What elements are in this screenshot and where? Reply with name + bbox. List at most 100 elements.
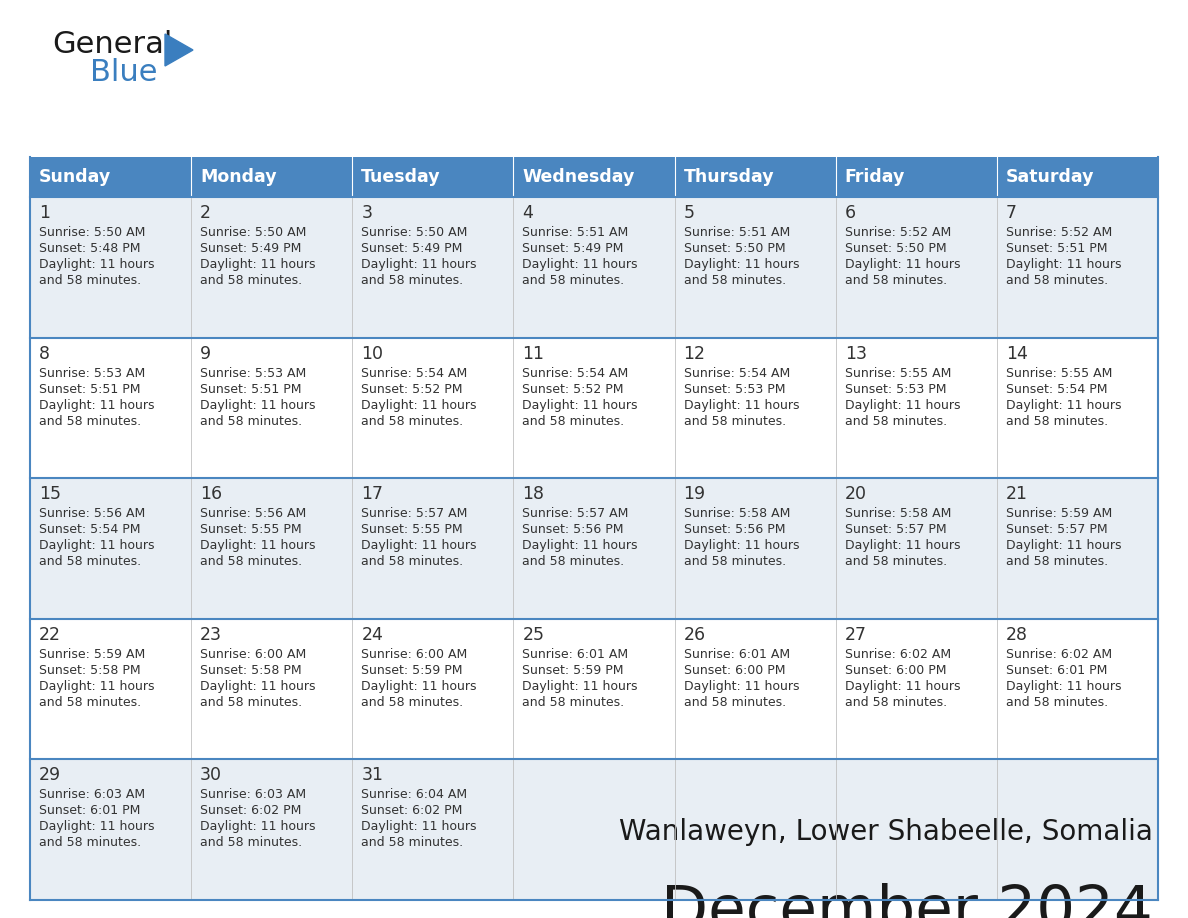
Text: Sunrise: 6:01 AM: Sunrise: 6:01 AM (523, 648, 628, 661)
Text: Daylight: 11 hours: Daylight: 11 hours (683, 680, 800, 693)
Text: Sunset: 5:57 PM: Sunset: 5:57 PM (845, 523, 947, 536)
Text: Sunset: 5:55 PM: Sunset: 5:55 PM (200, 523, 302, 536)
Text: Sunrise: 5:51 AM: Sunrise: 5:51 AM (683, 226, 790, 239)
Text: and 58 minutes.: and 58 minutes. (683, 696, 785, 709)
Polygon shape (165, 34, 192, 66)
Bar (353, 157, 513, 197)
Text: Daylight: 11 hours: Daylight: 11 hours (1006, 680, 1121, 693)
Text: Sunset: 5:55 PM: Sunset: 5:55 PM (361, 523, 463, 536)
Text: and 58 minutes.: and 58 minutes. (845, 415, 947, 428)
Text: Sunrise: 5:59 AM: Sunrise: 5:59 AM (39, 648, 145, 661)
Text: Daylight: 11 hours: Daylight: 11 hours (845, 680, 960, 693)
Text: Sunset: 6:02 PM: Sunset: 6:02 PM (200, 804, 302, 817)
Text: Sunrise: 5:58 AM: Sunrise: 5:58 AM (683, 508, 790, 521)
Text: and 58 minutes.: and 58 minutes. (39, 274, 141, 287)
Text: Sunrise: 6:02 AM: Sunrise: 6:02 AM (1006, 648, 1112, 661)
Text: 30: 30 (200, 767, 222, 784)
Text: Sunrise: 6:04 AM: Sunrise: 6:04 AM (361, 789, 467, 801)
Text: 24: 24 (361, 626, 384, 644)
Text: and 58 minutes.: and 58 minutes. (39, 696, 141, 709)
Text: Sunset: 5:58 PM: Sunset: 5:58 PM (39, 664, 140, 677)
Text: Daylight: 11 hours: Daylight: 11 hours (845, 258, 960, 271)
Text: Sunset: 5:54 PM: Sunset: 5:54 PM (1006, 383, 1107, 396)
Text: and 58 minutes.: and 58 minutes. (200, 696, 302, 709)
Text: Daylight: 11 hours: Daylight: 11 hours (361, 398, 476, 411)
Text: Sunset: 5:51 PM: Sunset: 5:51 PM (1006, 242, 1107, 255)
Text: Sunset: 6:00 PM: Sunset: 6:00 PM (845, 664, 946, 677)
Text: Sunset: 5:54 PM: Sunset: 5:54 PM (39, 523, 140, 536)
Text: and 58 minutes.: and 58 minutes. (39, 555, 141, 568)
Text: and 58 minutes.: and 58 minutes. (39, 836, 141, 849)
Text: Daylight: 11 hours: Daylight: 11 hours (200, 258, 316, 271)
Text: Sunset: 5:52 PM: Sunset: 5:52 PM (523, 383, 624, 396)
Text: Sunrise: 6:02 AM: Sunrise: 6:02 AM (845, 648, 950, 661)
Text: 6: 6 (845, 204, 855, 222)
Text: 15: 15 (39, 486, 61, 503)
Text: Daylight: 11 hours: Daylight: 11 hours (361, 258, 476, 271)
Text: Sunset: 5:49 PM: Sunset: 5:49 PM (361, 242, 462, 255)
Text: 26: 26 (683, 626, 706, 644)
Text: Sunday: Sunday (39, 168, 112, 186)
Text: 23: 23 (200, 626, 222, 644)
Text: Sunset: 6:01 PM: Sunset: 6:01 PM (1006, 664, 1107, 677)
Text: Sunrise: 5:50 AM: Sunrise: 5:50 AM (361, 226, 468, 239)
Text: Daylight: 11 hours: Daylight: 11 hours (1006, 398, 1121, 411)
Text: Wednesday: Wednesday (523, 168, 634, 186)
Text: General: General (52, 30, 172, 59)
Text: 25: 25 (523, 626, 544, 644)
Text: Daylight: 11 hours: Daylight: 11 hours (683, 398, 800, 411)
Text: and 58 minutes.: and 58 minutes. (523, 555, 625, 568)
Text: Sunset: 5:49 PM: Sunset: 5:49 PM (523, 242, 624, 255)
Text: Sunrise: 5:50 AM: Sunrise: 5:50 AM (200, 226, 307, 239)
Text: and 58 minutes.: and 58 minutes. (361, 836, 463, 849)
Text: 21: 21 (1006, 486, 1028, 503)
Text: Daylight: 11 hours: Daylight: 11 hours (200, 539, 316, 553)
Text: 3: 3 (361, 204, 372, 222)
Text: and 58 minutes.: and 58 minutes. (200, 555, 302, 568)
Text: and 58 minutes.: and 58 minutes. (200, 836, 302, 849)
Text: and 58 minutes.: and 58 minutes. (200, 415, 302, 428)
Text: Monday: Monday (200, 168, 277, 186)
Bar (513, 157, 675, 197)
Text: 29: 29 (39, 767, 61, 784)
Text: Sunset: 5:56 PM: Sunset: 5:56 PM (683, 523, 785, 536)
Bar (30, 157, 191, 197)
Text: and 58 minutes.: and 58 minutes. (683, 555, 785, 568)
Text: Sunset: 5:50 PM: Sunset: 5:50 PM (683, 242, 785, 255)
Text: 16: 16 (200, 486, 222, 503)
Text: and 58 minutes.: and 58 minutes. (1006, 555, 1108, 568)
Text: Sunrise: 5:52 AM: Sunrise: 5:52 AM (1006, 226, 1112, 239)
Text: 12: 12 (683, 344, 706, 363)
Text: Sunset: 5:57 PM: Sunset: 5:57 PM (1006, 523, 1107, 536)
Text: Daylight: 11 hours: Daylight: 11 hours (683, 539, 800, 553)
Text: Daylight: 11 hours: Daylight: 11 hours (200, 398, 316, 411)
Text: and 58 minutes.: and 58 minutes. (845, 555, 947, 568)
Text: Sunrise: 5:53 AM: Sunrise: 5:53 AM (39, 366, 145, 380)
Text: and 58 minutes.: and 58 minutes. (200, 274, 302, 287)
Text: Sunset: 5:52 PM: Sunset: 5:52 PM (361, 383, 463, 396)
Bar (675, 157, 835, 197)
Text: Daylight: 11 hours: Daylight: 11 hours (39, 680, 154, 693)
Text: Sunset: 5:56 PM: Sunset: 5:56 PM (523, 523, 624, 536)
Text: Sunrise: 5:52 AM: Sunrise: 5:52 AM (845, 226, 950, 239)
Text: Sunset: 5:58 PM: Sunset: 5:58 PM (200, 664, 302, 677)
Text: Sunset: 5:49 PM: Sunset: 5:49 PM (200, 242, 302, 255)
Text: Daylight: 11 hours: Daylight: 11 hours (1006, 258, 1121, 271)
Text: Sunrise: 6:03 AM: Sunrise: 6:03 AM (200, 789, 307, 801)
Text: Daylight: 11 hours: Daylight: 11 hours (845, 539, 960, 553)
Text: Sunset: 6:01 PM: Sunset: 6:01 PM (39, 804, 140, 817)
Text: Sunrise: 5:56 AM: Sunrise: 5:56 AM (200, 508, 307, 521)
Text: Sunrise: 5:54 AM: Sunrise: 5:54 AM (361, 366, 468, 380)
Bar (835, 157, 997, 197)
Text: Sunrise: 6:03 AM: Sunrise: 6:03 AM (39, 789, 145, 801)
Text: Sunset: 5:51 PM: Sunset: 5:51 PM (200, 383, 302, 396)
Text: Sunrise: 5:54 AM: Sunrise: 5:54 AM (523, 366, 628, 380)
Text: Daylight: 11 hours: Daylight: 11 hours (523, 258, 638, 271)
Text: 4: 4 (523, 204, 533, 222)
Text: Sunset: 5:50 PM: Sunset: 5:50 PM (845, 242, 947, 255)
Text: Daylight: 11 hours: Daylight: 11 hours (39, 258, 154, 271)
Text: Daylight: 11 hours: Daylight: 11 hours (361, 821, 476, 834)
Bar (997, 157, 1158, 197)
Bar (30, 197, 1158, 338)
Text: Daylight: 11 hours: Daylight: 11 hours (683, 258, 800, 271)
